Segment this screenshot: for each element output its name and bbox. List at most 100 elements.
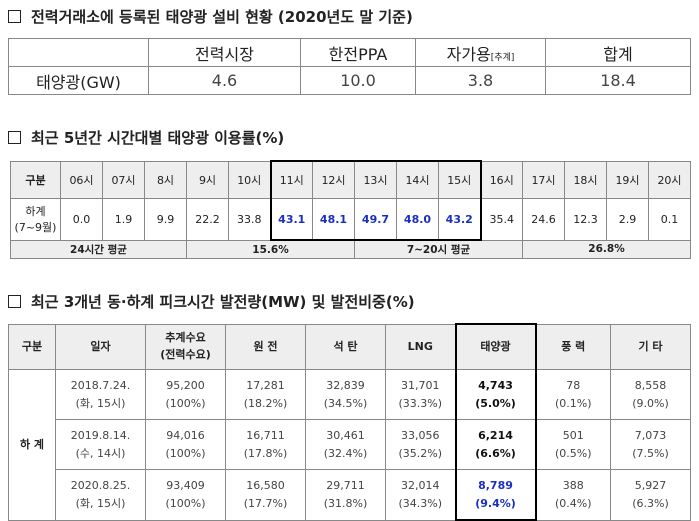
- header-cell: 기 타: [610, 323, 691, 370]
- cell-text: (31.8%): [323, 496, 368, 510]
- value-cell: 0.1: [648, 198, 691, 241]
- header-note: [추계]: [490, 52, 515, 63]
- cell-text: 31,701: [401, 378, 440, 392]
- value-cell: 9.9: [144, 198, 187, 241]
- cell-text: 2020.8.25.: [70, 479, 131, 493]
- header-cell: 일자: [55, 323, 146, 370]
- cell-text: 78: [566, 378, 581, 392]
- cell-text: 하계: [25, 205, 46, 219]
- value-cell: 95,200 (100%): [145, 369, 226, 420]
- cell-text: (33.3%): [398, 396, 443, 410]
- value-cell: 43.2: [438, 198, 482, 241]
- value-cell: 78 (0.1%): [535, 369, 611, 420]
- cell-text: 388: [562, 479, 584, 493]
- cell-text: (0.4%): [554, 496, 592, 510]
- summary-row: 24시간 평균 15.6% 7~20시 평균 26.8%: [10, 239, 691, 259]
- cell-text: 4,743: [478, 378, 513, 392]
- header-cell: 원 전: [225, 323, 306, 370]
- cell-text: 2019.8.14.: [70, 428, 131, 442]
- hour-header: 17시: [522, 160, 565, 199]
- value-cell: 388 (0.4%): [535, 469, 611, 521]
- cell-text: 구분: [21, 339, 43, 353]
- checkbox-icon: [8, 10, 21, 23]
- checkbox-icon: [8, 295, 21, 308]
- value-cell: 33,056 (35.2%): [385, 419, 456, 470]
- cell-text: (7~9월): [14, 221, 57, 235]
- header-row: 전력시장 한전PPA 자가용[추계] 합계: [8, 38, 691, 67]
- cell-text: 기 타: [638, 339, 663, 353]
- cell-text: (100%): [165, 396, 206, 410]
- cell-text: 94,016: [166, 428, 205, 442]
- cell-text: (9.0%): [632, 396, 669, 410]
- checkbox-icon: [8, 131, 21, 144]
- cell-text: 석 탄: [333, 339, 358, 353]
- cell-text: 8,558: [634, 378, 667, 392]
- cell-text: (0.1%): [554, 396, 592, 410]
- header-text: 자가용: [446, 44, 491, 64]
- cell-text: 16,580: [246, 479, 285, 493]
- value-cell: 2018.7.24. (화, 15시): [55, 369, 146, 420]
- value-cell: 10.0: [300, 66, 416, 95]
- cell-text: 원 전: [253, 339, 278, 353]
- value-cell: 48.1: [312, 198, 355, 241]
- value-cell: 12.3: [564, 198, 607, 241]
- cell-text: (6.6%): [475, 446, 516, 460]
- value-cell: 35.4: [480, 198, 523, 241]
- data-row: 2020.8.25. (화, 15시) 93,409 (100%) 16,580 (17.…: [9, 469, 691, 521]
- cell-text: 6,214: [478, 428, 513, 442]
- row-label: 하계 (7~9월): [10, 198, 61, 241]
- section-title: 최근 5년간 시간대별 태양광 이용률(%): [8, 127, 284, 148]
- header-cell: 합계: [545, 38, 691, 67]
- hour-header: 20시: [648, 160, 691, 199]
- value-cell: 43.1: [269, 198, 313, 241]
- header-cell: 석 탄: [305, 323, 386, 370]
- cell-text: (35.2%): [398, 446, 443, 460]
- value-cell: 16,580 (17.7%): [225, 469, 306, 521]
- cell-text: (100%): [165, 496, 206, 510]
- section-title: 전력거래소에 등록된 태양광 설비 현황 (2020년도 말 기준): [8, 6, 413, 27]
- cell-text: 33,056: [401, 428, 440, 442]
- cell-text: 16,711: [246, 428, 285, 442]
- cell-text: (17.7%): [243, 496, 288, 510]
- value-cell: 2.9: [606, 198, 649, 241]
- cell-text: 501: [562, 428, 584, 442]
- cell-text: 32,014: [401, 479, 440, 493]
- hour-header: 11시: [269, 160, 313, 199]
- value-cell: 32,014 (34.3%): [385, 469, 456, 521]
- header-cell: 구분: [10, 160, 61, 199]
- cell-text: (5.0%): [475, 396, 516, 410]
- summary-cell: 26.8%: [522, 239, 691, 259]
- title-text: 최근 5년간 시간대별 태양광 이용률(%): [31, 129, 285, 147]
- header-cell: LNG: [385, 323, 456, 370]
- cell-text: 95,200: [166, 378, 205, 392]
- cell-text: (34.3%): [398, 496, 443, 510]
- cell-text: (수, 14시): [75, 446, 126, 460]
- cell-text: 93,409: [166, 479, 205, 493]
- hour-header: 19시: [606, 160, 649, 199]
- cell-text: (7.5%): [632, 446, 669, 460]
- cell-text: 29,711: [326, 479, 365, 493]
- value-cell: 1.9: [102, 198, 145, 241]
- data-row: 하계 (7~9월) 0.0 1.9 9.9 22.2 33.8 43.1 48.1 49.7 48.…: [10, 198, 691, 241]
- value-cell: 17,281 (18.2%): [225, 369, 306, 420]
- header-row: 구분 일자 추계수요 (전력수요) 원 전 석 탄 LNG 태양광 풍 력 기 타: [8, 323, 691, 370]
- cell-text: (6.3%): [632, 496, 669, 510]
- row-label: 태양광(GW): [8, 66, 149, 95]
- value-cell: 33.8: [228, 198, 271, 241]
- cell-text: 추계수요: [165, 331, 206, 345]
- value-cell: 501 (0.5%): [535, 419, 611, 470]
- header-cell: 전력시장: [148, 38, 301, 67]
- value-cell: 93,409 (100%): [145, 469, 226, 521]
- value-cell: 2019.8.14. (수, 14시): [55, 419, 146, 470]
- capacity-table: 전력시장 한전PPA 자가용[추계] 합계 태양광(GW) 4.6 10.0 3.8 18.4: [8, 38, 691, 95]
- data-row: 하 계 2018.7.24. (화, 15시) 95,200 (100%) 17,281 (…: [8, 369, 691, 521]
- value-cell: 30,461 (32.4%): [305, 419, 386, 470]
- hour-header: 18시: [564, 160, 607, 199]
- cell-text: 17,281: [246, 378, 285, 392]
- value-cell: 4.6: [148, 66, 301, 95]
- value-cell: 8,558 (9.0%): [610, 369, 691, 420]
- value-cell: 32,839 (34.5%): [305, 369, 386, 420]
- hour-header: 9시: [186, 160, 229, 199]
- header-row: 구분 06시 07시 8시 9시 10시 11시 12시 13시 14시 15시 16시 17시 18시 1…: [10, 160, 691, 199]
